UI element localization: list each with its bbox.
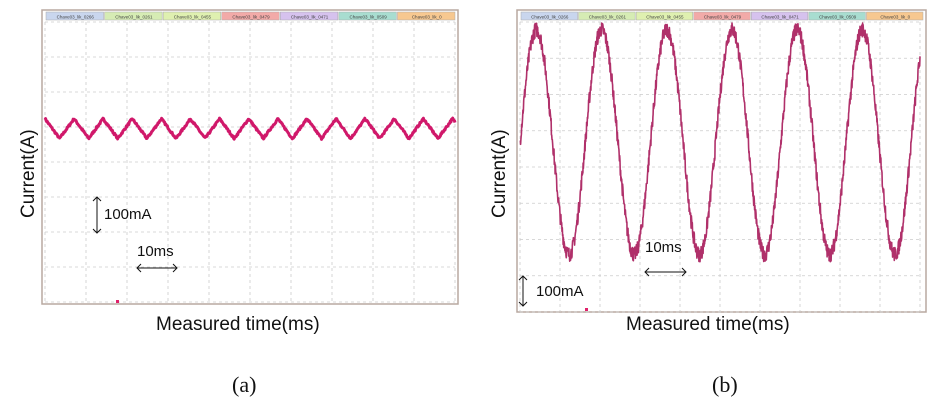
channel-tab-label: Chave03_lik_0471 — [291, 15, 329, 20]
x-axis-label-a: Measured time(ms) — [156, 314, 320, 335]
channel-tab[interactable]: Chave03_lik_0266 — [520, 11, 578, 21]
channel-tab-label: Chave03_lik_0261 — [589, 15, 627, 20]
channel-tab[interactable]: Chave03_lik_0479 — [693, 11, 751, 21]
series-line-current — [519, 22, 921, 263]
caption-b: (b) — [712, 372, 738, 397]
y-axis-label-b: Current(A) — [489, 129, 510, 218]
channel-tab-label: Chave03_lik_0479 — [704, 15, 742, 20]
current-scale-label-b: 100mA — [536, 283, 584, 300]
channel-tab-label: Chave03_lik_0261 — [115, 15, 153, 20]
trigger-marker — [585, 308, 588, 311]
channel-tab-label: Chave03_lik_0479 — [232, 15, 270, 20]
channel-tab[interactable]: Chave03_lik_0261 — [578, 11, 636, 21]
time-scale-label-b: 10ms — [645, 239, 682, 256]
current-scale-label-a: 100mA — [104, 206, 152, 223]
series-line-current — [43, 116, 457, 141]
caption-a: (a) — [232, 372, 257, 397]
plot-frame — [516, 9, 927, 313]
channel-tab[interactable]: Chave03_lik_0479 — [221, 11, 280, 21]
channel-tab-label: Chave03_lik_0455 — [646, 15, 684, 20]
channel-tab[interactable]: Chave03_lik_0455 — [635, 11, 693, 21]
channel-tab-label: Chave03_lik_0471 — [761, 15, 799, 20]
y-axis-label-a: Current(A) — [18, 129, 39, 218]
x-axis-label-b: Measured time(ms) — [626, 314, 790, 335]
channel-tab[interactable]: Chave03_lik_0 — [397, 11, 456, 21]
channel-tab-label: Chave03_lik_0509 — [819, 15, 857, 20]
current-scale-arrow — [518, 275, 528, 307]
time-scale-arrow — [136, 263, 178, 273]
channel-tab-label: Chave03_lik_0455 — [174, 15, 212, 20]
plot-panel-a: Chave03_lik_0266 Chave03_lik_0261 Chave03_… — [41, 9, 459, 305]
channel-tab-label: Chave03_lik_0 — [880, 15, 910, 20]
channel-tab[interactable]: Chave03_lik_0509 — [338, 11, 397, 21]
channel-tab-label: Chave03_lik_0266 — [531, 15, 569, 20]
current-scale-arrow — [92, 196, 102, 234]
channel-tab[interactable]: Chave03_lik_0 — [866, 11, 924, 21]
channel-tab[interactable]: Chave03_lik_0266 — [45, 11, 104, 21]
channel-tab[interactable]: Chave03_lik_0509 — [808, 11, 866, 21]
channel-tab[interactable]: Chave03_lik_0471 — [280, 11, 339, 21]
trigger-marker — [116, 300, 119, 303]
channel-tab[interactable]: Chave03_lik_0471 — [751, 11, 809, 21]
channel-tab-label: Chave03_lik_0509 — [350, 15, 388, 20]
channel-tab[interactable]: Chave03_lik_0455 — [162, 11, 221, 21]
channel-tab-label: Chave03_lik_0266 — [57, 15, 95, 20]
time-scale-arrow — [644, 267, 687, 277]
time-scale-label-a: 10ms — [137, 243, 174, 260]
channel-tab-label: Chave03_lik_0 — [412, 15, 442, 20]
plot-panel-b: Chave03_lik_0266 Chave03_lik_0261 Chave03_… — [516, 9, 927, 313]
channel-tab[interactable]: Chave03_lik_0261 — [104, 11, 163, 21]
